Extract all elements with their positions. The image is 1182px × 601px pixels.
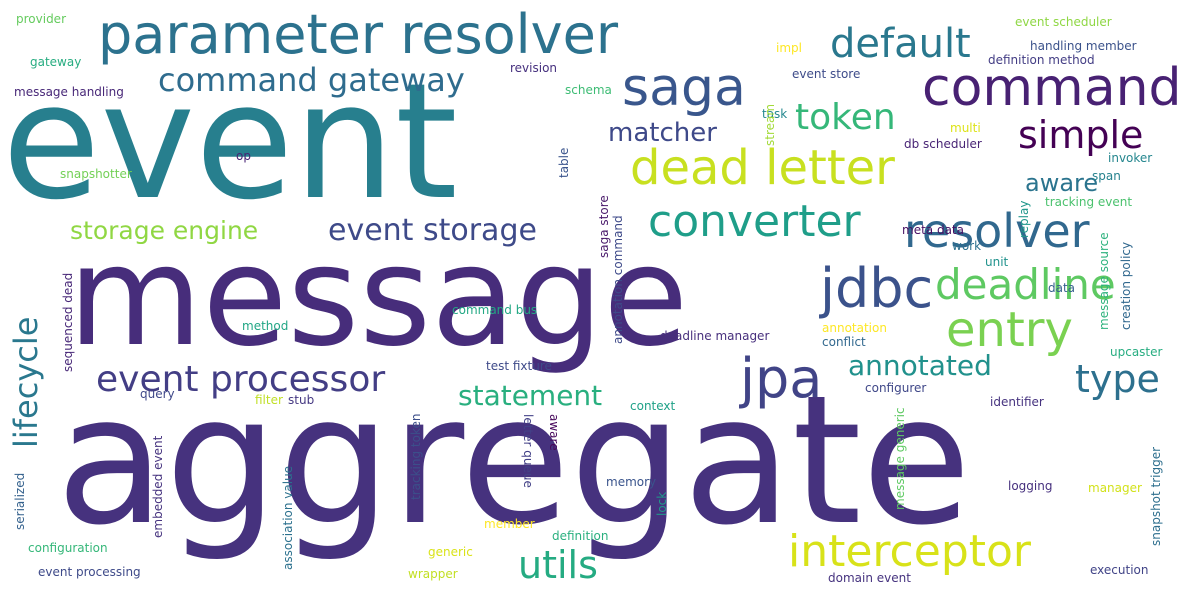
word-event-store: event store [792,67,861,81]
word-logging: logging [1008,479,1053,493]
word-memory: memory [606,475,657,489]
word-unit: unit [985,255,1009,269]
word-data: data [1048,281,1076,295]
word-command-gateway: command gateway [158,61,465,99]
word-member: member [484,517,535,531]
word-definition: definition [552,529,609,543]
word-entry: entry [946,302,1073,358]
word-event-scheduler: event scheduler [1015,15,1112,29]
word-context: context [630,399,676,413]
word-wrapper: wrapper [408,567,458,581]
word-event: event [2,48,458,235]
word-command-bus: command bus [452,303,538,317]
word-upcaster: upcaster [1110,345,1163,359]
word-schema: schema [565,83,612,97]
word-serialized: serialized [13,472,27,530]
word-saga: saga [622,58,746,118]
word-embedded-event: embedded event [151,435,165,538]
word-jdbc: jdbc [820,257,934,320]
word-stream: stream [763,103,777,146]
word-jpa: jpa [740,347,823,410]
word-snapshotter: snapshotter [60,167,132,181]
word-execution: execution [1090,563,1149,577]
word-snapshot-trigger: snapshot trigger [1149,446,1163,546]
word-invoker: invoker [1108,151,1153,165]
word-method: method [242,319,289,333]
word-lock: lock [655,491,669,516]
word-impl: impl [776,41,802,55]
word-statement: statement [458,379,603,412]
word-provider: provider [16,12,66,26]
word-generic: generic [428,545,473,559]
word-filter: filter [255,393,283,407]
word-token: token [795,97,896,138]
word-resolver: resolver [904,204,1090,258]
word-revision: revision [510,61,558,75]
word-handling-member: handling member [1030,39,1137,53]
word-gateway: gateway [30,55,82,69]
word-converter: converter [648,196,861,247]
word-command: command [922,58,1182,118]
word-letter-queue: letter queue [521,414,535,488]
word-identifier: identifier [990,395,1044,409]
word-type: type [1075,357,1160,401]
word-stub: stub [288,393,315,407]
word-aware-small: aware [547,414,561,451]
word-manager: manager [1088,481,1142,495]
word-annotation: annotation [822,321,887,335]
word-table: table [557,147,571,178]
word-replay: replay [1017,200,1031,238]
word-event-storage: event storage [328,213,537,248]
word-saga-store: saga store [597,195,611,258]
word-conflict: conflict [822,335,866,349]
word-event-processing: event processing [38,565,141,579]
word-task: task [762,107,788,121]
word-sequenced-dead: sequenced dead [61,272,75,372]
word-matcher: matcher [608,118,717,148]
word-db-scheduler: db scheduler [904,137,982,151]
word-tracking-event: tracking event [1045,195,1133,209]
word-interceptor: interceptor [788,526,1032,577]
word-lifecycle: lifecycle [7,316,45,448]
word-annotated: annotated [848,349,992,382]
word-simple: simple [1018,113,1144,157]
word-configuration: configuration [28,541,108,555]
word-default: default [830,21,971,67]
word-op: op [236,149,251,163]
word-configurer: configurer [865,381,927,395]
word-multi: multi [950,121,981,135]
word-definition-method: definition method [988,53,1095,67]
word-parameter-resolver: parameter resolver [98,3,619,66]
word-domain-event: domain event [828,571,911,585]
word-message: message [68,216,689,377]
word-query: query [140,387,175,401]
word-message-generic: message generic [893,407,907,510]
word-tracking-token: tracking token [409,413,423,500]
word-utils: utils [518,543,598,587]
word-message-handling: message handling [14,85,124,99]
word-dead-letter: dead letter [630,140,895,196]
word-annotation-command: annotation command [611,215,625,344]
word-work: work [952,239,982,253]
word-aggregate: aggregate [56,357,972,564]
word-creation-policy: creation policy [1119,241,1133,330]
word-deadline-manager: deadline manager [660,329,770,343]
word-association-value: association value [281,465,295,570]
word-meta-data: meta data [902,223,964,237]
word-deadline: deadline [935,260,1116,309]
word-storage-engine: storage engine [70,216,259,245]
word-test-fixture: test fixture [486,359,552,373]
word-message-source: message source [1097,232,1111,330]
word-event-processor: event processor [96,359,386,400]
word-aware: aware [1025,169,1099,197]
word-span: span [1092,169,1121,183]
